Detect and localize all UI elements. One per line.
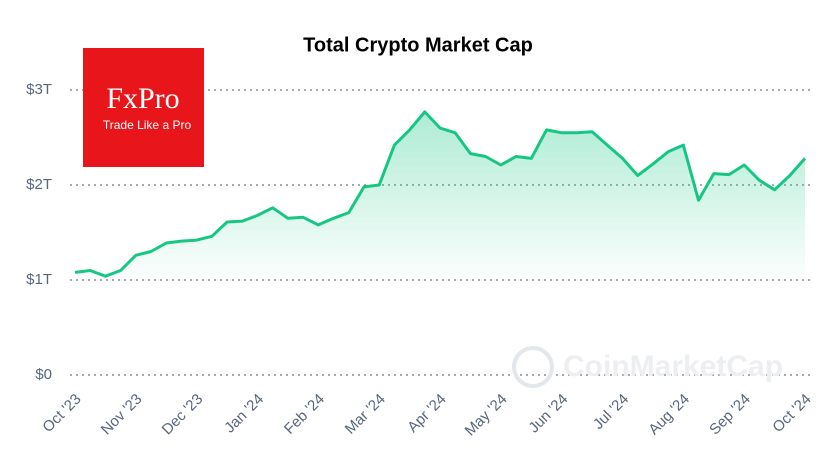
y-tick-label: $0 — [35, 366, 52, 383]
x-tick-label: May '24 — [462, 391, 511, 440]
x-tick-label: Jun '24 — [525, 391, 571, 437]
x-tick-label: Sep '24 — [706, 391, 754, 439]
x-tick-label: Jul '24 — [590, 391, 632, 433]
x-tick-label: Jan '24 — [221, 391, 267, 437]
watermark-icon — [512, 346, 554, 388]
x-tick-label: Oct '23 — [39, 391, 84, 436]
x-tick-label: Mar '24 — [342, 391, 389, 438]
x-tick-label: Dec '23 — [159, 391, 207, 439]
y-tick-label: $2T — [26, 176, 52, 193]
logo-tagline: Trade Like a Pro — [103, 118, 192, 132]
line — [74, 110, 807, 278]
logo-box — [83, 48, 204, 167]
chart-title: Total Crypto Market Cap — [303, 34, 533, 56]
x-tick-label: Oct '24 — [769, 391, 814, 436]
x-tick-label: Aug '24 — [645, 391, 693, 439]
x-tick-label: Nov '23 — [98, 391, 146, 439]
watermark: CoinMarketCap — [563, 350, 783, 383]
x-tick-label: Feb '24 — [281, 391, 328, 438]
y-tick-label: $3T — [26, 81, 52, 98]
x-tick-label: Apr '24 — [404, 391, 449, 436]
area — [75, 111, 805, 277]
y-tick-label: $1T — [26, 271, 52, 288]
logo-brand: FxPro — [106, 82, 179, 115]
